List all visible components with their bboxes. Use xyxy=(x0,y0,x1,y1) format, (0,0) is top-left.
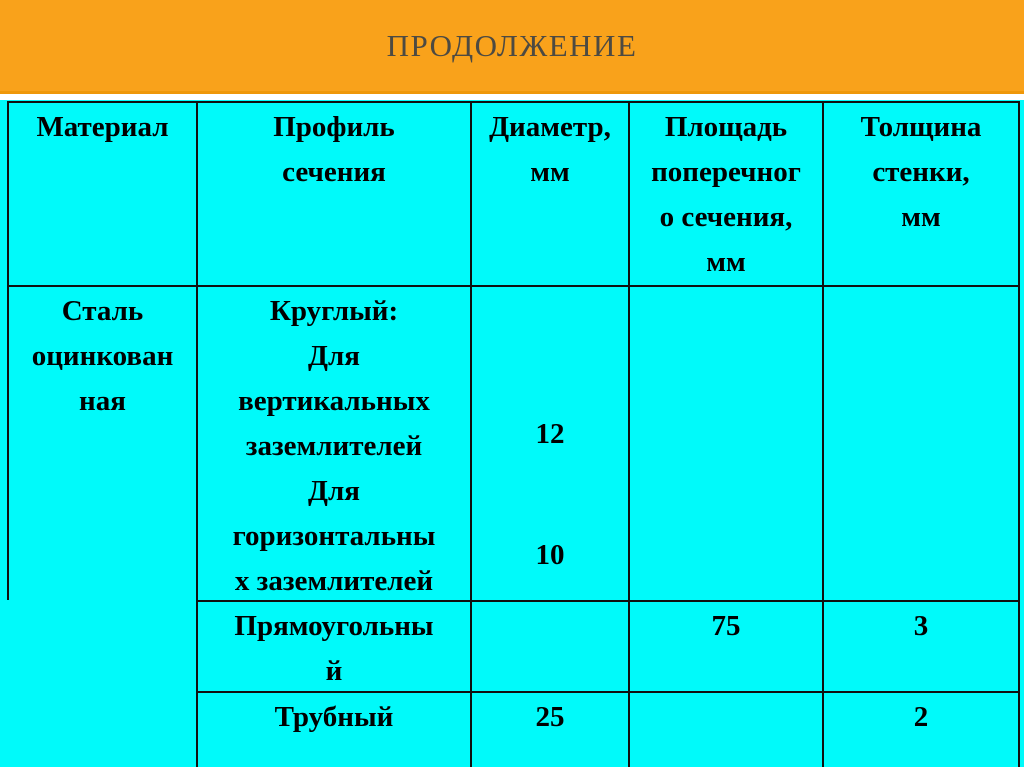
slide-background xyxy=(0,100,1024,767)
header-cell-diameter: Диаметр, мм xyxy=(470,101,628,285)
header-cell-material: Материал xyxy=(7,101,196,285)
cell-profile-tubular: Трубный xyxy=(196,691,470,767)
diameter-horizontal-value: 10 xyxy=(535,539,565,571)
cell-diameter-tubular: 25 xyxy=(470,691,628,767)
empty-area-left xyxy=(7,691,196,767)
empty-area-left xyxy=(7,600,196,691)
cell-area-rectangular: 75 xyxy=(628,600,822,691)
cell-thickness-tubular: 2 xyxy=(822,691,1020,767)
slide-title: ПРОДОЛЖЕНИЕ xyxy=(386,27,638,63)
header-cell-profile: Профиль сечения xyxy=(196,101,470,285)
data-table: Материал Профиль сечения Диаметр, мм Пло… xyxy=(7,101,1020,767)
cell-diameter-round: 12 10 xyxy=(470,285,628,600)
cell-diameter-rectangular xyxy=(470,600,628,691)
header-cell-thickness: Толщина стенки, мм xyxy=(822,101,1020,285)
header-cell-area: Площадь поперечног о сечения, мм xyxy=(628,101,822,285)
cell-area-round xyxy=(628,285,822,600)
cell-thickness-round xyxy=(822,285,1020,600)
cell-profile-round: Круглый: Для вертикальных заземлителей Д… xyxy=(196,285,470,600)
cell-thickness-rectangular: 3 xyxy=(822,600,1020,691)
title-bar: ПРОДОЛЖЕНИЕ xyxy=(0,0,1024,94)
cell-material: Сталь оцинкован ная xyxy=(7,285,196,600)
cell-profile-rectangular: Прямоугольны й xyxy=(196,600,470,691)
cell-area-tubular xyxy=(628,691,822,767)
diameter-vertical-value: 12 xyxy=(535,418,565,450)
